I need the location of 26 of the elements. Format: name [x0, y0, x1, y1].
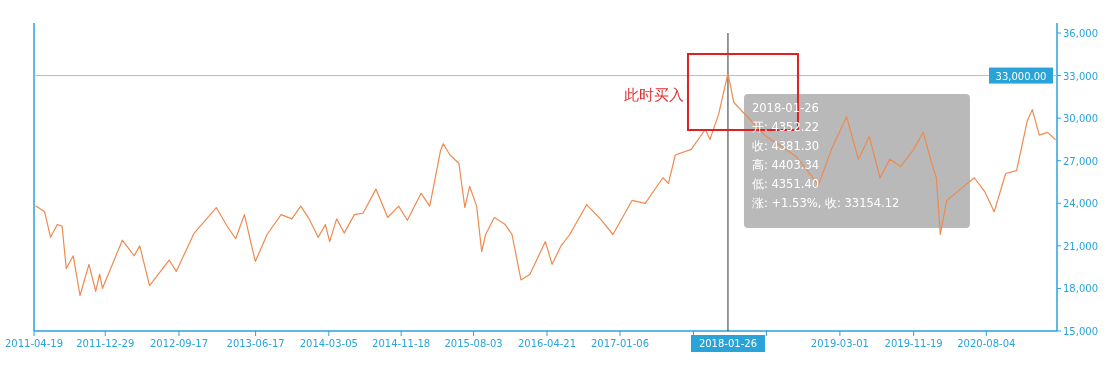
- ref-line-label: 33,000.00: [995, 70, 1047, 82]
- x-tick-label: 2017-01-06: [590, 338, 650, 349]
- x-tick-label: 2015-08-03: [444, 338, 503, 349]
- x-tick-label: 2012-09-17: [149, 338, 209, 349]
- y-tick-label: 21,000: [1063, 240, 1098, 252]
- x-tick-label: 2011-04-19: [4, 338, 64, 349]
- annotation: 此时买入: [623, 86, 684, 104]
- y-tick-label: 15,000: [1063, 326, 1098, 337]
- x-tick-label: 2019-11-19: [884, 338, 943, 349]
- annotation: 涨: +1.53%, 收: 33154.12: [751, 196, 900, 210]
- ref-line-label: 2018-01-26: [698, 338, 758, 349]
- y-tick-label: 30,000: [1063, 113, 1098, 125]
- x-tick-label: 2014-03-05: [299, 338, 358, 349]
- y-tick-label: 24,000: [1063, 198, 1098, 210]
- y-tick-label: 27,000: [1063, 155, 1098, 167]
- x-tick-label: 2019-03-01: [810, 338, 869, 349]
- y-tick-label: 33,000: [1063, 70, 1098, 82]
- y-tick-label: 18,000: [1063, 283, 1098, 295]
- annotation: 低: 4351.40: [751, 177, 820, 191]
- x-tick-label: 2020-08-04: [957, 338, 1016, 349]
- x-tick-label: 2011-12-29: [76, 338, 135, 349]
- y-tick-label: 36,000: [1063, 28, 1098, 39]
- x-tick-label: 2014-11-18: [372, 338, 431, 349]
- line-series: [35, 72, 1056, 297]
- x-tick-label: 2013-06-17: [226, 338, 285, 349]
- x-tick-label: 2016-04-21: [517, 338, 577, 349]
